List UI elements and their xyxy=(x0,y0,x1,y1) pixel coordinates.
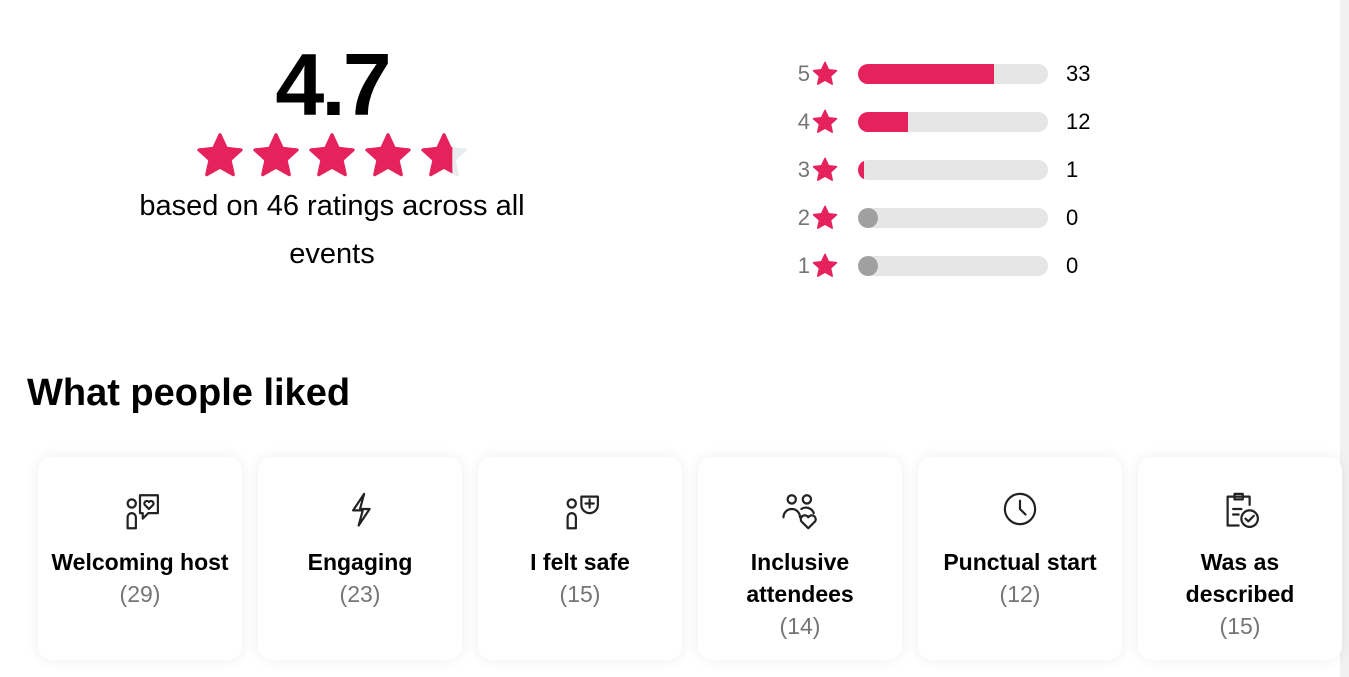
empty-bar-dot xyxy=(858,256,878,276)
bar-fill xyxy=(858,160,864,180)
liked-label: I felt safe xyxy=(530,549,630,575)
star-icon xyxy=(810,204,840,232)
star-icon xyxy=(418,130,470,182)
rating-stars xyxy=(110,130,554,182)
star-icon xyxy=(194,130,246,182)
star-icon xyxy=(250,130,302,182)
star-icon xyxy=(810,252,840,280)
liked-card[interactable]: Inclusive attendees (14) xyxy=(698,457,902,660)
liked-label: Inclusive attendees xyxy=(746,549,854,607)
liked-label: Punctual start xyxy=(943,549,1097,575)
star-level: 1 xyxy=(797,253,810,278)
liked-card[interactable]: Was as described (15) xyxy=(1138,457,1342,660)
liked-count: (15) xyxy=(559,581,601,607)
star-level: 2 xyxy=(797,205,810,230)
star-icon xyxy=(810,156,840,184)
star-icon xyxy=(362,130,414,182)
person-shield-icon xyxy=(566,495,599,530)
star-level: 4 xyxy=(797,109,810,134)
rating-count: 0 xyxy=(1066,253,1079,278)
liked-card[interactable]: Engaging (23) xyxy=(258,457,462,660)
distribution-row: 5 33 xyxy=(790,50,1091,98)
distribution-bar xyxy=(858,256,1048,276)
average-rating: 4.7 xyxy=(275,35,391,134)
star-icon xyxy=(810,108,840,136)
section-title: What people liked xyxy=(27,372,351,414)
star-level: 5 xyxy=(797,61,810,86)
bar-fill xyxy=(858,64,995,84)
star-level: 3 xyxy=(797,157,810,182)
bar-fill xyxy=(858,112,908,132)
liked-card[interactable]: Punctual start (12) xyxy=(918,457,1122,660)
liked-cards: Welcoming host (29) Engaging (23) I felt saf… xyxy=(38,457,1342,660)
clipboard-check-icon xyxy=(1226,492,1259,528)
people-heart-icon xyxy=(782,494,817,530)
rating-distribution: 5 33 4 12 3 1 2 0 1 0 xyxy=(790,50,1091,290)
distribution-bar xyxy=(858,160,1048,180)
star-icon xyxy=(810,60,840,88)
liked-label: Engaging xyxy=(307,549,413,575)
liked-label: Was as described xyxy=(1185,549,1295,607)
liked-card[interactable]: I felt safe (15) xyxy=(478,457,682,660)
scrollbar[interactable] xyxy=(1340,0,1349,677)
liked-count: (29) xyxy=(119,581,161,607)
liked-count: (12) xyxy=(999,581,1041,607)
star-icon xyxy=(306,130,358,182)
distribution-bar xyxy=(858,112,1048,132)
liked-count: (23) xyxy=(339,581,381,607)
person-heart-chat-icon xyxy=(126,494,159,530)
rating-summary: 4.7 based on 46 ratings across all event… xyxy=(110,40,554,278)
distribution-bar xyxy=(858,64,1048,84)
rating-count: 1 xyxy=(1066,157,1079,182)
rating-count: 33 xyxy=(1066,61,1091,86)
liked-label: Welcoming host xyxy=(51,549,229,575)
liked-card[interactable]: Welcoming host (29) xyxy=(38,457,242,660)
liked-count: (14) xyxy=(779,613,821,639)
liked-count: (15) xyxy=(1219,613,1261,639)
rating-count: 0 xyxy=(1066,205,1079,230)
ratings-count-text: based on 46 ratings across all events xyxy=(139,190,525,270)
clock-icon xyxy=(1003,492,1037,526)
lightning-icon xyxy=(352,492,371,527)
distribution-bar xyxy=(858,208,1048,228)
distribution-row: 4 12 xyxy=(790,98,1091,146)
empty-bar-dot xyxy=(858,208,878,228)
rating-count: 12 xyxy=(1066,109,1091,134)
